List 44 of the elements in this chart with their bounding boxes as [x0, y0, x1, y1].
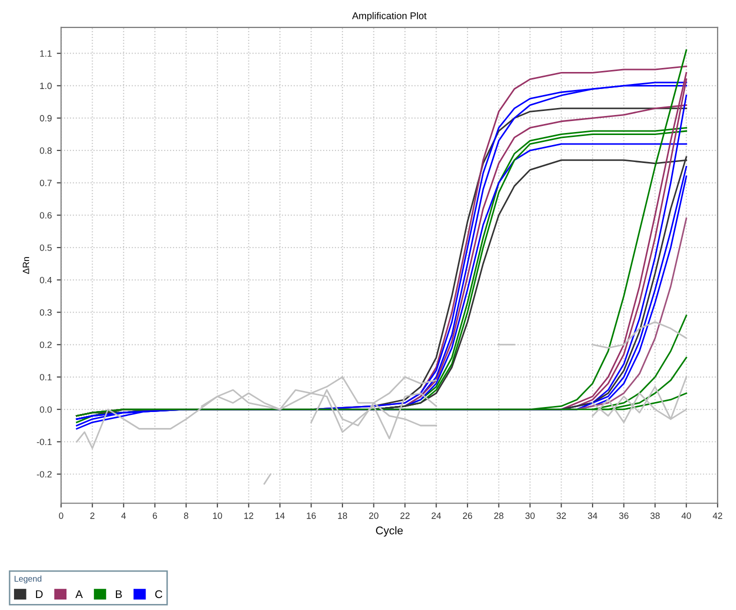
x-tick-label: 14: [276, 512, 285, 519]
legend-title: Legend: [14, 576, 42, 584]
x-tick-label: 42: [712, 512, 722, 519]
y-tick-label: 0.4: [40, 276, 52, 284]
x-tick-label: 40: [682, 512, 692, 519]
x-tick-label: 36: [619, 512, 628, 519]
x-tick-label: 6: [152, 512, 157, 519]
x-tick-label: 0: [58, 512, 64, 519]
y-tick-label: 1.0: [40, 82, 52, 90]
y-tick-label: 0.2: [40, 342, 52, 348]
x-tick-label: 22: [400, 512, 410, 519]
x-tick-label: 28: [494, 512, 504, 519]
x-tick-label: 30: [525, 512, 535, 519]
x-tick-label: 38: [650, 512, 660, 519]
y-tick-label: 0.5: [40, 244, 52, 251]
x-tick-label: 34: [588, 512, 598, 519]
y-tick-label: 0.3: [40, 309, 52, 316]
y-tick-label: 0.0: [40, 406, 52, 413]
legend-label: C: [155, 590, 162, 598]
legend-label: B: [116, 590, 122, 598]
x-tick-label: 2: [90, 512, 94, 519]
y-tick-label: 1.1: [40, 50, 52, 57]
legend-label: A: [75, 590, 83, 598]
y-tick-label: 0.1: [40, 374, 52, 380]
x-tick-label: 18: [338, 512, 348, 519]
x-tick-label: 32: [556, 512, 566, 519]
x-tick-label: 20: [369, 512, 378, 519]
y-tick-label: 0.6: [40, 212, 52, 219]
y-tick-label: 0.7: [40, 180, 52, 186]
x-tick-label: 12: [244, 512, 254, 519]
chart-title: Amplification Plot: [352, 12, 427, 22]
x-tick-label: 10: [213, 512, 222, 519]
x-tick-label: 26: [462, 512, 472, 519]
x-tick-label: 4: [121, 512, 126, 519]
legend-label: D: [36, 590, 43, 598]
y-axis-title: ΔRn: [22, 257, 30, 274]
x-axis-title: Cycle: [376, 526, 403, 537]
y-tick-label: 0.8: [40, 147, 52, 154]
x-tick-label: 24: [432, 512, 441, 519]
y-tick-label: -0.1: [36, 438, 52, 446]
y-tick-label: -0.2: [36, 471, 52, 478]
y-tick-label: 0.9: [40, 115, 52, 122]
x-tick-label: 8: [184, 512, 188, 519]
x-tick-label: 16: [306, 512, 316, 519]
